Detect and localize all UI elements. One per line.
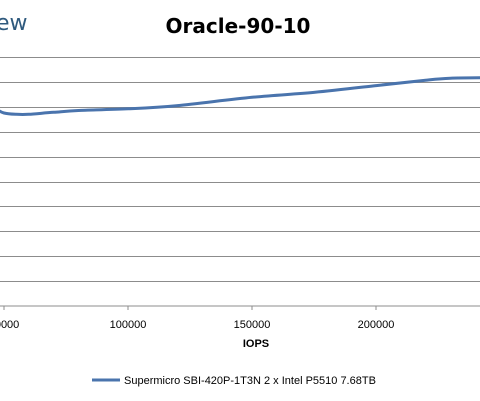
chart-title: Oracle-90-10 (166, 14, 311, 38)
x-tick-label: 150000 (234, 319, 271, 331)
watermark-logo-text: ew (0, 11, 28, 36)
legend-label: Supermicro SBI-420P-1T3N 2 x Intel P5510… (124, 375, 376, 387)
gridlines (0, 57, 480, 282)
x-tick-labels: 00000 100000 150000 200000 (0, 306, 394, 331)
legend: Supermicro SBI-420P-1T3N 2 x Intel P5510… (92, 375, 376, 387)
x-tick-label: 100000 (110, 319, 147, 331)
x-tick-label: 00000 (0, 319, 19, 331)
x-axis-label: IOPS (243, 338, 269, 350)
series-line (0, 76, 480, 116)
x-tick-label: 200000 (358, 319, 395, 331)
